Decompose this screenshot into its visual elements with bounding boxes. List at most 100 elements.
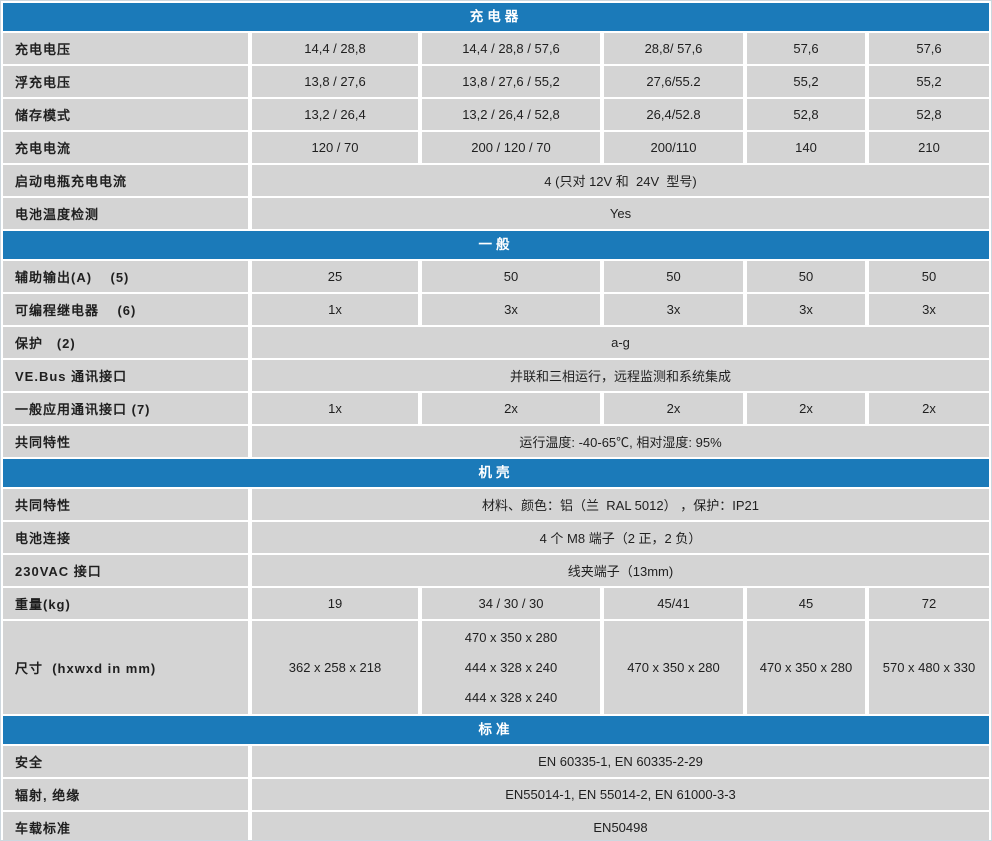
table-row: 重量(kg) 19 34 / 30 / 30 45/41 45 72 — [3, 588, 989, 619]
row-value: 52,8 — [747, 99, 865, 130]
table-row: 充电电压 14,4 / 28,8 14,4 / 28,8 / 57,6 28,8/ 5… — [3, 33, 989, 64]
row-value: 470 x 350 x 280 444 x 328 x 240 444 x 328 … — [422, 621, 600, 714]
table-row: 浮充电压 13,8 / 27,6 13,8 / 27,6 / 55,2 27,6/55… — [3, 66, 989, 97]
table-row: 可编程继电器 (6) 1x 3x 3x 3x 3x — [3, 294, 989, 325]
row-label: 保护 (2) — [3, 327, 248, 358]
row-label: 安全 — [3, 746, 248, 777]
row-label: VE.Bus 通讯接口 — [3, 360, 248, 391]
row-value: 52,8 — [869, 99, 989, 130]
table-row: 安全 EN 60335-1, EN 60335-2-29 — [3, 746, 989, 777]
row-value: 50 — [604, 261, 743, 292]
row-value: 14,4 / 28,8 / 57,6 — [422, 33, 600, 64]
table-row: 启动电瓶充电电流 4 (只对 12V 和 24V 型号) — [3, 165, 989, 196]
table-row: 尺寸 (hxwxd in mm) 362 x 258 x 218 470 x 350… — [3, 621, 989, 714]
section-header-charger: 充电器 — [3, 3, 989, 31]
row-value: 13,8 / 27,6 / 55,2 — [422, 66, 600, 97]
row-value: 210 — [869, 132, 989, 163]
table-row: 辅助输出(A) (5) 25 50 50 50 50 — [3, 261, 989, 292]
table-row: VE.Bus 通讯接口 并联和三相运行，远程监测和系统集成 — [3, 360, 989, 391]
spec-table: 充电器 充电电压 14,4 / 28,8 14,4 / 28,8 / 57,6 28,8… — [3, 3, 989, 840]
row-value: 14,4 / 28,8 — [252, 33, 418, 64]
row-value: 72 — [869, 588, 989, 619]
table-row: 车载标准 EN50498 — [3, 812, 989, 840]
row-value: 362 x 258 x 218 — [252, 621, 418, 714]
table-row: 储存模式 13,2 / 26,4 13,2 / 26,4 / 52,8 26,4/52… — [3, 99, 989, 130]
row-value: 45 — [747, 588, 865, 619]
row-value-merged: Yes — [252, 198, 989, 229]
row-value-merged: EN 60335-1, EN 60335-2-29 — [252, 746, 989, 777]
row-value: 3x — [422, 294, 600, 325]
row-value: 55,2 — [869, 66, 989, 97]
row-label: 一般应用通讯接口 (7) — [3, 393, 248, 424]
row-value: 3x — [747, 294, 865, 325]
row-value-line: 444 x 328 x 240 — [464, 659, 558, 675]
row-value: 200 / 120 / 70 — [422, 132, 600, 163]
row-value: 28,8/ 57,6 — [604, 33, 743, 64]
row-value-line: 444 x 328 x 240 — [464, 689, 558, 705]
row-label: 辐射, 绝缘 — [3, 779, 248, 810]
row-label: 电池连接 — [3, 522, 248, 553]
row-value-merged: EN55014-1, EN 55014-2, EN 61000-3-3 — [252, 779, 989, 810]
row-value: 45/41 — [604, 588, 743, 619]
row-label: 充电电压 — [3, 33, 248, 64]
row-value: 140 — [747, 132, 865, 163]
row-value-merged: 并联和三相运行，远程监测和系统集成 — [252, 360, 989, 391]
table-row: 辐射, 绝缘 EN55014-1, EN 55014-2, EN 61000-3-… — [3, 779, 989, 810]
row-value-merged: 材料、颜色：铝（兰 RAL 5012） ，保护：IP21 — [252, 489, 989, 520]
row-value: 570 x 480 x 330 — [869, 621, 989, 714]
row-value: 3x — [604, 294, 743, 325]
row-value: 50 — [747, 261, 865, 292]
row-value: 57,6 — [747, 33, 865, 64]
row-value-merged: 4 个 M8 端子（2 正，2 负） — [252, 522, 989, 553]
row-value: 13,2 / 26,4 — [252, 99, 418, 130]
row-value-merged: 线夹端子（13mm) — [252, 555, 989, 586]
row-value: 1x — [252, 393, 418, 424]
row-label: 尺寸 (hxwxd in mm) — [3, 621, 248, 714]
table-row: 一般应用通讯接口 (7) 1x 2x 2x 2x 2x — [3, 393, 989, 424]
row-label: 可编程继电器 (6) — [3, 294, 248, 325]
row-value: 26,4/52.8 — [604, 99, 743, 130]
row-label: 辅助输出(A) (5) — [3, 261, 248, 292]
section-header-enclosure: 机壳 — [3, 459, 989, 487]
table-row: 保护 (2) a-g — [3, 327, 989, 358]
row-label: 共同特性 — [3, 489, 248, 520]
table-row: 共同特性 运行温度: -40-65℃, 相对湿度: 95% — [3, 426, 989, 457]
row-value: 3x — [869, 294, 989, 325]
row-value: 27,6/55.2 — [604, 66, 743, 97]
row-value: 200/110 — [604, 132, 743, 163]
table-row: 电池连接 4 个 M8 端子（2 正，2 负） — [3, 522, 989, 553]
row-label: 浮充电压 — [3, 66, 248, 97]
row-value: 2x — [422, 393, 600, 424]
row-value: 2x — [869, 393, 989, 424]
section-header-standards: 标准 — [3, 716, 989, 744]
row-label: 储存模式 — [3, 99, 248, 130]
row-value-merged: a-g — [252, 327, 989, 358]
row-value: 50 — [422, 261, 600, 292]
row-label: 共同特性 — [3, 426, 248, 457]
row-value: 470 x 350 x 280 — [747, 621, 865, 714]
row-value: 120 / 70 — [252, 132, 418, 163]
table-row: 共同特性 材料、颜色：铝（兰 RAL 5012） ，保护：IP21 — [3, 489, 989, 520]
row-value: 13,2 / 26,4 / 52,8 — [422, 99, 600, 130]
row-value: 57,6 — [869, 33, 989, 64]
row-value-merged: 运行温度: -40-65℃, 相对湿度: 95% — [252, 426, 989, 457]
row-value: 34 / 30 / 30 — [422, 588, 600, 619]
row-label: 启动电瓶充电电流 — [3, 165, 248, 196]
row-value: 25 — [252, 261, 418, 292]
row-value: 19 — [252, 588, 418, 619]
row-label: 车载标准 — [3, 812, 248, 840]
row-label: 230VAC 接口 — [3, 555, 248, 586]
table-row: 230VAC 接口 线夹端子（13mm) — [3, 555, 989, 586]
table-row: 电池温度检测 Yes — [3, 198, 989, 229]
row-value-merged: EN50498 — [252, 812, 989, 840]
row-label: 电池温度检测 — [3, 198, 248, 229]
row-value: 55,2 — [747, 66, 865, 97]
section-header-general: 一般 — [3, 231, 989, 259]
table-row: 充电电流 120 / 70 200 / 120 / 70 200/110 140 210 — [3, 132, 989, 163]
row-value: 470 x 350 x 280 — [604, 621, 743, 714]
row-value: 2x — [604, 393, 743, 424]
row-value: 13,8 / 27,6 — [252, 66, 418, 97]
row-value-merged: 4 (只对 12V 和 24V 型号) — [252, 165, 989, 196]
row-value-line: 470 x 350 x 280 — [464, 629, 558, 645]
